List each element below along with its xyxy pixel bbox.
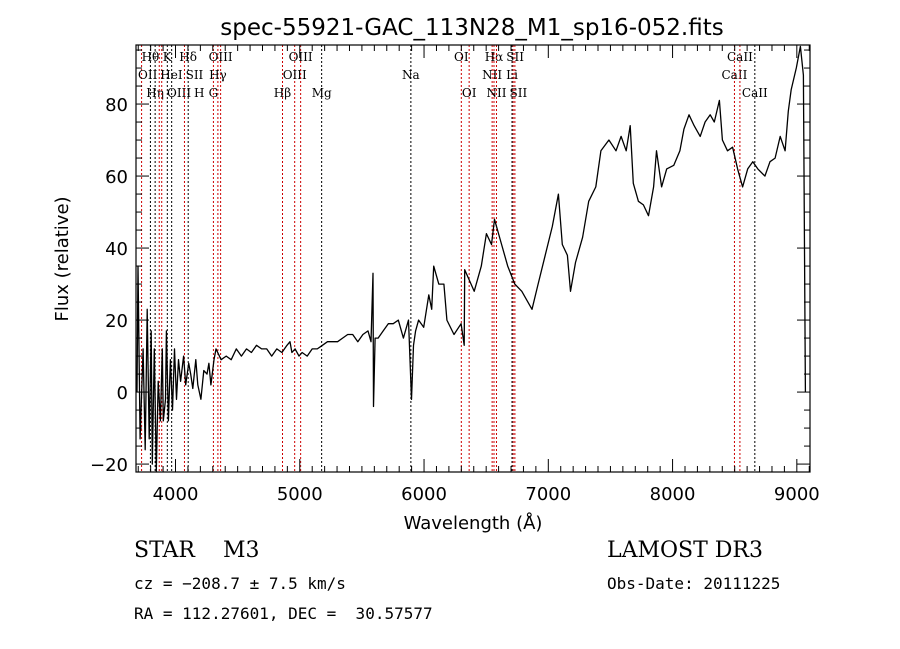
x-axis-label: Wavelength (Å) — [404, 512, 543, 534]
y-tick-label: 60 — [105, 167, 128, 188]
y-tick-label: −20 — [90, 455, 128, 476]
y-tick-label: 20 — [105, 311, 128, 332]
spectral-line-label: NII — [487, 86, 507, 100]
ra-dec: RA = 112.27601, DEC = 30.57577 — [134, 604, 433, 623]
x-tick-label: 9000 — [774, 484, 820, 505]
y-tick-label: 80 — [105, 95, 128, 116]
x-tick-label: 4000 — [153, 484, 199, 505]
spectral-line-label: Li — [506, 68, 518, 82]
x-tick-label: 8000 — [650, 484, 696, 505]
spectral-line-label: OIII — [289, 50, 313, 64]
spectral-line-label: Hθ — [142, 50, 160, 64]
object-class: STAR M3 — [134, 538, 260, 563]
spectral-line-label: Hδ — [179, 50, 197, 64]
x-tick-label: 6000 — [401, 484, 447, 505]
spectral-line-label: OII — [138, 68, 158, 82]
spectral-line-label: OIII — [167, 86, 191, 100]
y-tick-label: 0 — [117, 383, 128, 404]
plot-frame — [135, 44, 811, 473]
x-tick-label: 5000 — [277, 484, 323, 505]
spectral-line-label: Hβ — [274, 86, 291, 100]
survey-name: LAMOST DR3 — [607, 538, 763, 563]
chart-title: spec-55921-GAC_113N28_M1_sp16-052.fits — [220, 15, 723, 41]
y-tick-label: 40 — [105, 239, 128, 260]
spectral-line-label: CaII — [722, 68, 748, 82]
obs-date: Obs-Date: 20111225 — [607, 574, 781, 593]
spectral-line-label: SII — [186, 68, 204, 82]
series-group — [136, 45, 807, 472]
spectral-line-label: SII — [510, 86, 528, 100]
spectral-line-label: Mg — [312, 86, 332, 100]
redshift-cz: cz = −208.7 ± 7.5 km/s — [134, 574, 346, 593]
spectral-line-label: K — [163, 50, 173, 64]
x-tick-label: 7000 — [525, 484, 571, 505]
spectral-line-label: OI — [454, 50, 469, 64]
spectral-line-label: OIII — [283, 68, 307, 82]
spectral-line-label: CaII — [742, 86, 768, 100]
y-axis-label: Flux (relative) — [52, 196, 73, 321]
axis-ticks: 4000 5000 6000 7000 8000 9000 −20 0 20 40 60 80 — [90, 45, 820, 505]
spectral-line-label: Hγ — [209, 68, 227, 82]
spectrum-line — [136, 45, 807, 472]
spectral-line-label: NII — [482, 68, 502, 82]
spectral-line-label: Na — [402, 68, 420, 82]
spectral-line-label: CaII — [727, 50, 753, 64]
spectral-line-label: OI — [462, 86, 477, 100]
spectral-line-label: OIII — [209, 50, 233, 64]
spectral-line-label: H — [194, 86, 204, 100]
spectral-line-label: Hα — [485, 50, 504, 64]
spectral-line-label: G — [209, 86, 219, 100]
